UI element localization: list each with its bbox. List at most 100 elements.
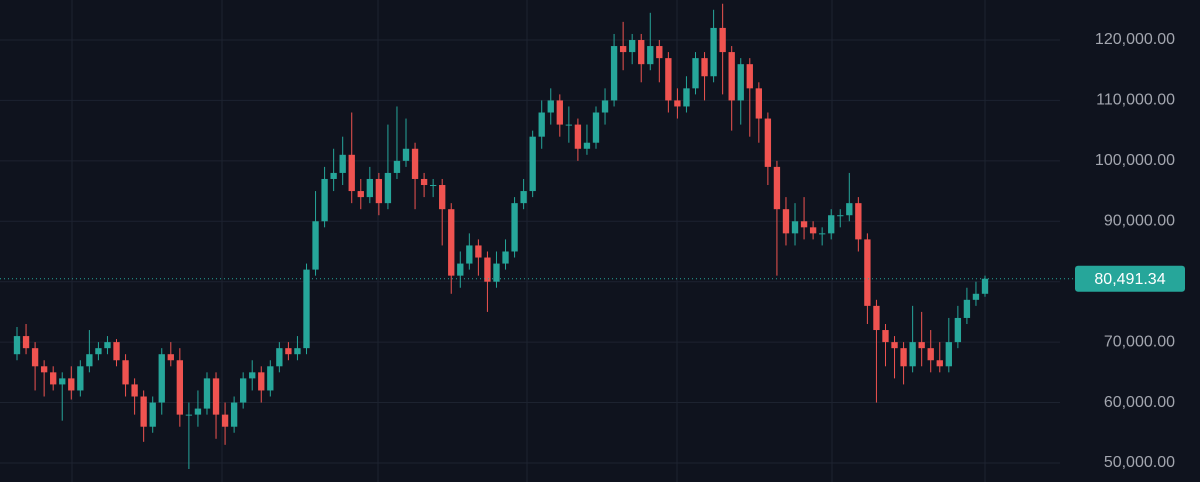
candle-body <box>212 378 220 415</box>
candle-body <box>439 185 446 210</box>
candle-body <box>529 136 536 192</box>
candle-body <box>276 348 283 367</box>
candle-body <box>647 46 654 65</box>
candle-body <box>420 178 428 186</box>
candle-body <box>538 112 545 137</box>
candle-body <box>936 360 943 367</box>
candle-body <box>728 52 735 101</box>
candle-body <box>457 263 464 276</box>
candle-body <box>330 172 337 179</box>
candle-body <box>95 348 102 355</box>
candle-body <box>719 27 726 53</box>
candle-body <box>303 269 310 349</box>
candle-body <box>77 366 84 391</box>
candle-body <box>873 305 880 331</box>
candle-body <box>384 172 392 204</box>
candle-body <box>312 221 319 270</box>
candle-body <box>520 191 527 204</box>
candle-body <box>864 239 871 306</box>
candle-body <box>565 124 573 126</box>
candle-body <box>547 100 554 113</box>
candle-body <box>393 160 401 173</box>
candle-body <box>104 342 111 349</box>
candle-body <box>846 203 853 216</box>
candle-body <box>945 342 952 367</box>
candle-body <box>321 178 328 222</box>
y-tick-label: 100,000.00 <box>1095 152 1175 169</box>
candle-body <box>131 384 138 397</box>
candle-body <box>954 317 962 343</box>
candle-body <box>113 342 120 361</box>
candle-body <box>50 372 57 385</box>
candle-body <box>348 154 355 192</box>
candle-body <box>601 100 609 113</box>
candle-body <box>638 40 645 65</box>
candle-body <box>502 251 509 264</box>
y-tick-label: 110,000.00 <box>1096 92 1175 109</box>
candle-body <box>782 209 790 234</box>
candle-body <box>556 100 563 125</box>
candle-body <box>366 178 373 198</box>
candle-body <box>185 414 193 416</box>
candle-body <box>375 178 383 204</box>
candle-body <box>122 360 129 385</box>
candle-body <box>194 408 202 415</box>
candle-body <box>294 348 301 355</box>
candle-body <box>909 342 916 367</box>
candle-body <box>818 233 826 235</box>
candle-body <box>592 112 600 143</box>
candle-body <box>882 330 889 343</box>
candle-body <box>267 366 274 391</box>
candle-body <box>809 227 817 234</box>
candle-body <box>13 336 21 355</box>
candle-body <box>755 88 762 119</box>
candle-body <box>357 191 364 198</box>
candle-body <box>429 185 437 187</box>
candle-body <box>258 372 265 391</box>
candle-body <box>167 354 174 361</box>
candle-body <box>240 378 247 403</box>
candle-body <box>466 245 473 264</box>
candle-body <box>828 215 835 234</box>
candle-body <box>22 336 30 349</box>
candle-body <box>59 378 66 385</box>
candle-body <box>800 221 808 228</box>
candle-body <box>674 100 681 107</box>
candle-body <box>665 58 672 101</box>
candle-body <box>448 209 455 276</box>
candle-body <box>511 203 518 252</box>
candle-body <box>918 342 925 349</box>
candle-body <box>764 118 772 167</box>
candle-body <box>339 154 346 173</box>
candle-body <box>656 46 663 59</box>
candle-body <box>203 378 211 409</box>
y-tick-label: 50,000.00 <box>1104 454 1175 471</box>
last-price-box <box>1075 265 1185 292</box>
candle-body <box>484 257 491 282</box>
candle-body <box>176 360 184 415</box>
candle-body <box>710 27 717 77</box>
candle-body <box>493 263 500 282</box>
candle-body <box>972 293 980 300</box>
candle-body <box>619 46 627 53</box>
candle-body <box>285 348 292 355</box>
last-price-label: 80,491.34 <box>1094 271 1165 288</box>
y-tick-label: 120,000.00 <box>1095 31 1175 48</box>
candle-body <box>837 215 844 217</box>
candle-body <box>746 64 753 89</box>
vertical-grid <box>71 0 986 482</box>
candle-body <box>249 372 256 379</box>
candle-body <box>791 221 799 234</box>
y-tick-label: 90,000.00 <box>1104 212 1175 229</box>
candle-body <box>402 148 410 161</box>
candle-body <box>31 348 39 367</box>
candle-body <box>963 299 971 318</box>
candle-body <box>683 88 690 107</box>
candle-body <box>583 142 591 149</box>
candle-body <box>68 378 75 391</box>
candle-body <box>221 414 229 427</box>
candle-body <box>610 46 618 101</box>
candle-body <box>701 58 708 77</box>
